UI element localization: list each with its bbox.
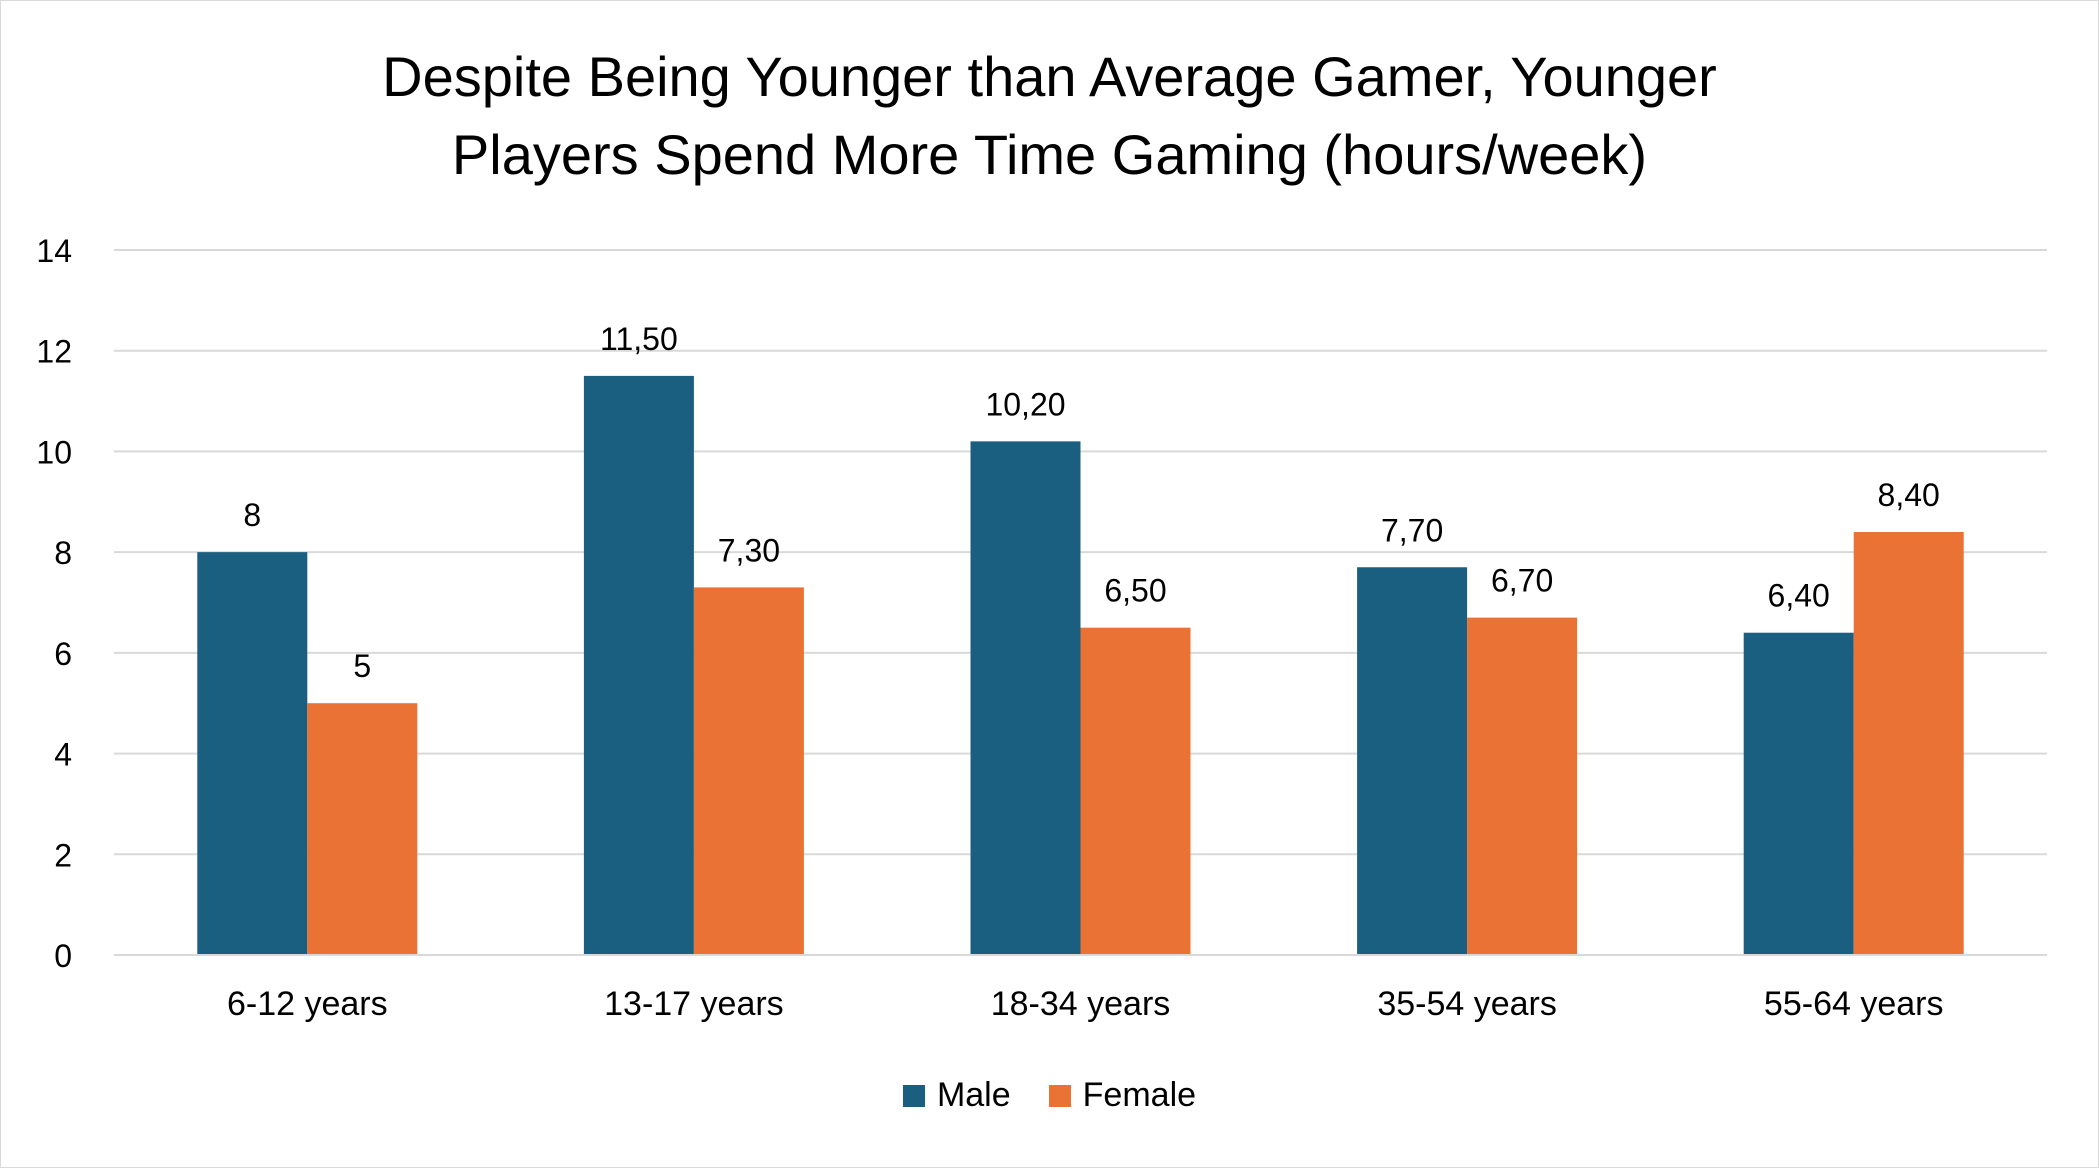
y-tick-label-4: 4	[54, 737, 72, 773]
x-tick-label-1: 13-17 years	[604, 985, 784, 1023]
data-label-female-1: 7,30	[718, 532, 780, 568]
y-tick-label-10: 10	[36, 434, 72, 470]
y-tick-label-14: 14	[36, 233, 72, 269]
bar-male-2	[970, 441, 1081, 955]
bar-female-1	[693, 587, 804, 955]
x-tick-label-4: 55-64 years	[1764, 985, 1944, 1023]
bar-female-4	[1853, 532, 1964, 955]
data-label-female-2: 6,50	[1104, 573, 1166, 609]
bar-female-3	[1467, 617, 1578, 955]
legend-item-female: Female	[1048, 1076, 1197, 1115]
data-label-female-0: 5	[353, 648, 371, 684]
y-tick-label-2: 2	[54, 837, 72, 873]
x-tick-label-2: 18-34 years	[991, 985, 1171, 1023]
y-tick-label-0: 0	[54, 938, 72, 974]
data-label-male-1: 11,50	[600, 321, 678, 357]
bar-male-0	[197, 552, 308, 955]
chart-title-line-1: Despite Being Younger than Average Gamer…	[382, 45, 1717, 108]
y-tick-label-6: 6	[54, 636, 72, 672]
legend-label-male: Male	[936, 1076, 1011, 1114]
legend-item-male: Male	[902, 1076, 1011, 1115]
chart-title-line-2: Players Spend More Time Gaming (hours/we…	[451, 123, 1648, 186]
data-label-female-3: 6,70	[1491, 563, 1553, 599]
data-label-male-2: 10,20	[985, 386, 1065, 422]
bar-female-2	[1080, 627, 1191, 955]
data-label-female-4: 8,40	[1878, 477, 1940, 513]
x-tick-label-3: 35-54 years	[1377, 985, 1557, 1023]
data-label-male-0: 8	[243, 497, 261, 533]
x-tick-label-0: 6-12 years	[227, 985, 388, 1023]
bar-female-0	[307, 703, 418, 955]
chart-title: Despite Being Younger than Average Gamer…	[0, 38, 2099, 194]
data-label-male-4: 6,40	[1768, 578, 1830, 614]
bar-male-4	[1743, 632, 1854, 955]
y-tick-label-12: 12	[36, 334, 72, 370]
legend-swatch-female	[1048, 1084, 1071, 1107]
legend-swatch-male	[902, 1084, 925, 1107]
bar-male-3	[1357, 567, 1468, 955]
legend: Male Female	[0, 1076, 2099, 1115]
bar-male-1	[583, 375, 694, 956]
y-tick-label-8: 8	[54, 535, 72, 571]
data-label-male-3: 7,70	[1381, 512, 1443, 548]
legend-label-female: Female	[1082, 1076, 1197, 1114]
